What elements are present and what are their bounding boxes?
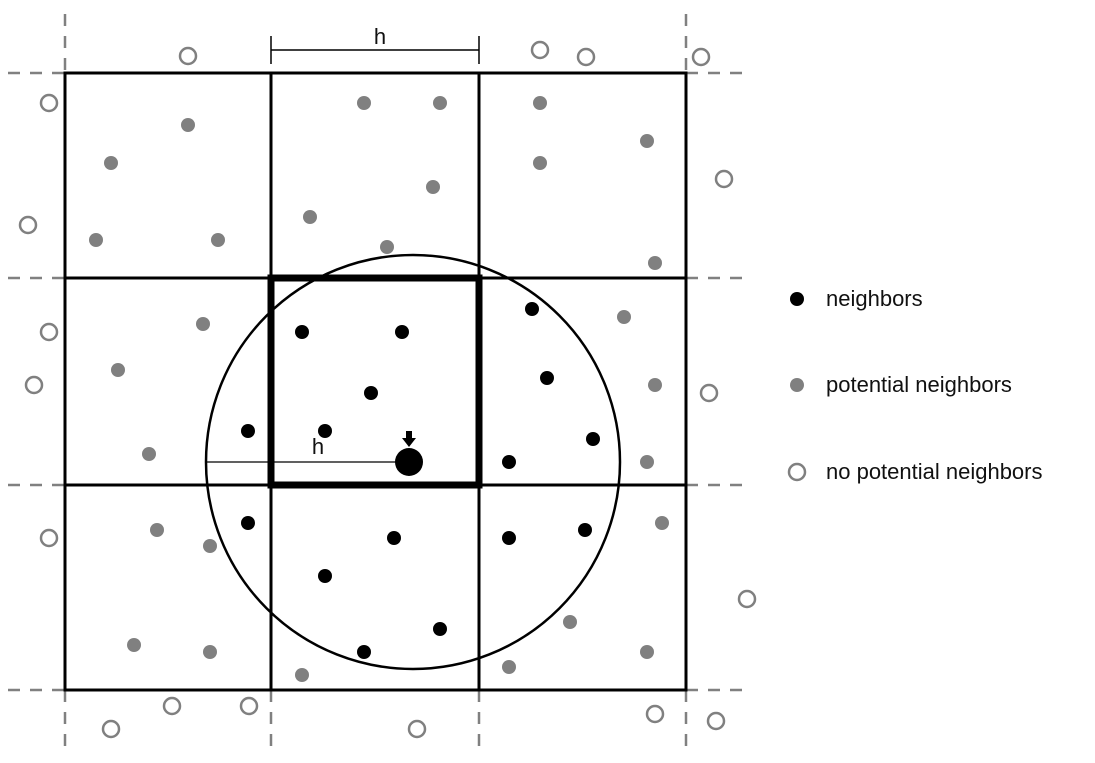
no-potential-neighbor-point: [39, 93, 59, 113]
potential-neighbor-point: [150, 523, 164, 537]
potential-neighbor-point: [303, 210, 317, 224]
potential-neighbor-point: [640, 645, 654, 659]
potential-neighbor-point: [181, 118, 195, 132]
no-potential-neighbor-point: [101, 719, 121, 739]
potential-neighbor-point: [502, 660, 516, 674]
legend-item-no-potential-neighbors: no potential neighbors: [787, 459, 1043, 484]
neighbor-point: [502, 531, 516, 545]
no-potential-neighbor-point: [24, 375, 44, 395]
legend-none-label: no potential neighbors: [826, 459, 1043, 484]
potential-neighbor-point: [648, 378, 662, 392]
legend-potential-icon: [790, 378, 804, 392]
radius-label: h: [312, 434, 324, 459]
neighbor-point: [318, 569, 332, 583]
potential-neighbor-point: [426, 180, 440, 194]
potential-neighbor-point: [111, 363, 125, 377]
neighbor-point: [241, 424, 255, 438]
no-potential-neighbor-point: [39, 322, 59, 342]
no-potential-neighbor-point: [699, 383, 719, 403]
cell-size-dimension: [270, 36, 480, 64]
potential-neighbor-point: [203, 645, 217, 659]
no-potential-neighbor-point: [162, 696, 182, 716]
potential-neighbor-point: [533, 96, 547, 110]
potential-neighbor-point: [203, 539, 217, 553]
potential-neighbor-point: [640, 455, 654, 469]
potential-neighbor-point: [196, 317, 210, 331]
potential-neighbor-point: [433, 96, 447, 110]
no-potential-neighbor-point: [645, 704, 665, 724]
potential-neighbor-points: [89, 96, 669, 682]
potential-neighbor-point: [142, 447, 156, 461]
potential-neighbor-point: [533, 156, 547, 170]
neighbor-point: [395, 325, 409, 339]
no-potential-neighbor-point: [706, 711, 726, 731]
grid-cells: [63, 71, 688, 692]
potential-neighbor-point: [104, 156, 118, 170]
search-radius-circle: [204, 253, 622, 671]
dashed-grid-extensions: [8, 14, 742, 755]
potential-neighbor-point: [563, 615, 577, 629]
neighbor-points: [241, 302, 600, 659]
legend-item-neighbors: neighbors: [790, 286, 923, 311]
potential-neighbor-point: [617, 310, 631, 324]
neighbor-point: [318, 424, 332, 438]
neighbor-point: [295, 325, 309, 339]
neighbor-point: [586, 432, 600, 446]
no-potential-neighbor-point: [39, 528, 59, 548]
potential-neighbor-point: [655, 516, 669, 530]
potential-neighbor-point: [295, 668, 309, 682]
potential-neighbor-point: [648, 256, 662, 270]
potential-neighbor-point: [127, 638, 141, 652]
no-potential-neighbor-point: [691, 47, 711, 67]
query-arrow-icon: [402, 431, 416, 447]
grid-outer-border: [63, 71, 688, 692]
neighbor-point: [502, 455, 516, 469]
legend-none-icon: [787, 462, 807, 482]
no-potential-neighbor-point: [576, 47, 596, 67]
potential-neighbor-point: [211, 233, 225, 247]
neighbor-point: [540, 371, 554, 385]
neighbor-point: [433, 622, 447, 636]
no-potential-neighbor-point: [737, 589, 757, 609]
neighbor-point: [357, 645, 371, 659]
center-cell-highlight: [267, 274, 483, 489]
neighbor-point: [525, 302, 539, 316]
no-potential-neighbor-point: [714, 169, 734, 189]
no-potential-neighbor-point: [18, 215, 38, 235]
legend-item-potential-neighbors: potential neighbors: [790, 372, 1012, 397]
no-potential-neighbor-points: [18, 40, 757, 739]
neighbor-point: [578, 523, 592, 537]
potential-neighbor-point: [380, 240, 394, 254]
potential-neighbor-point: [640, 134, 654, 148]
legend-potential-label: potential neighbors: [826, 372, 1012, 397]
legend: neighbors potential neighbors no potenti…: [787, 286, 1043, 484]
no-potential-neighbor-point: [530, 40, 550, 60]
neighbor-point: [241, 516, 255, 530]
neighbor-point: [387, 531, 401, 545]
query-particle: [395, 448, 423, 476]
no-potential-neighbor-point: [178, 46, 198, 66]
no-potential-neighbor-point: [239, 696, 259, 716]
no-potential-neighbor-point: [407, 719, 427, 739]
legend-neighbors-icon: [790, 292, 804, 306]
potential-neighbor-point: [89, 233, 103, 247]
cell-size-label: h: [374, 24, 386, 49]
legend-neighbors-label: neighbors: [826, 286, 923, 311]
neighbor-point: [364, 386, 378, 400]
potential-neighbor-point: [357, 96, 371, 110]
